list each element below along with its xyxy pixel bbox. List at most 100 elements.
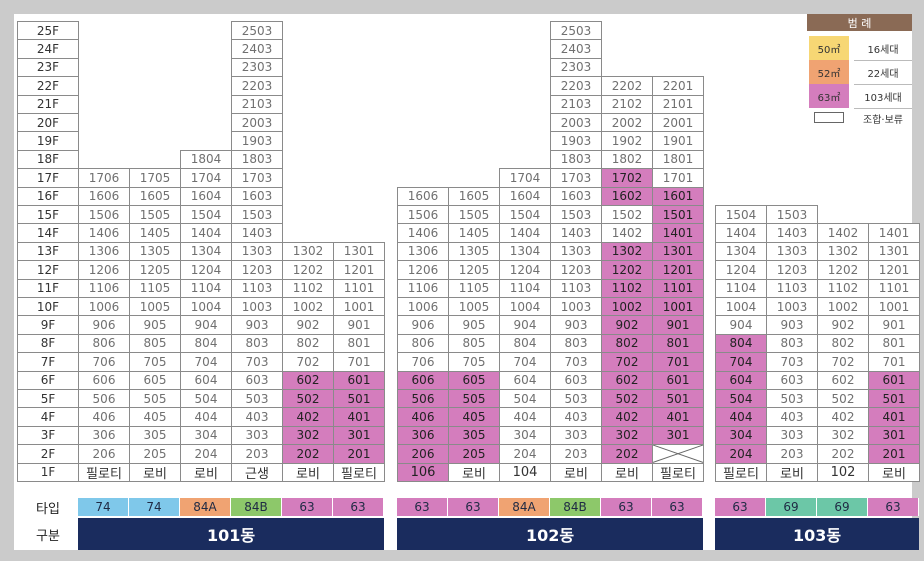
unit-cell: 304 (499, 425, 551, 446)
unit-cell: 205 (129, 444, 181, 464)
floor-label: 11F (17, 278, 79, 298)
unit-cell: 601 (333, 370, 385, 390)
unit-cell: 1602 (601, 186, 653, 206)
ground-cell: 102 (817, 462, 869, 482)
unit-cell: 1603 (550, 186, 602, 206)
unit-cell: 1306 (78, 241, 130, 262)
unit-cell: 2002 (601, 113, 653, 133)
unit-cell: 1901 (652, 131, 704, 151)
unit-cell: 1802 (601, 149, 653, 170)
unit-cell: 1401 (868, 223, 920, 243)
legend-swatch-50: 50㎡ (809, 36, 849, 60)
unit-cell: 304 (180, 425, 232, 446)
unit-cell: 1002 (601, 297, 653, 317)
unit-cell: 1206 (397, 260, 449, 280)
unit-cell: 1804 (180, 149, 232, 170)
unit-cell: 1304 (715, 241, 767, 262)
unit-cell: 901 (652, 315, 704, 335)
unit-cell: 704 (180, 352, 232, 372)
unit-cell: 802 (282, 333, 334, 354)
ground-cell: 로비 (601, 462, 653, 482)
floor-label: 16F (17, 186, 79, 206)
unit-cell: 1001 (868, 297, 920, 317)
unit-cell: 2102 (601, 94, 653, 114)
unit-cell: 1706 (78, 168, 130, 188)
unit-cell: 1305 (129, 241, 181, 262)
unit-cell: 1004 (180, 297, 232, 317)
unit-cell: 303 (550, 425, 602, 446)
unit-cell: 1603 (231, 186, 283, 206)
unit-cell: 804 (499, 333, 551, 354)
unit-cell: 403 (550, 407, 602, 427)
floor-label: 25F (17, 21, 79, 41)
unit-cell: 302 (601, 425, 653, 446)
unit-cell: 1401 (652, 223, 704, 243)
floor-label: 17F (17, 168, 79, 188)
floor-label: 5F (17, 389, 79, 409)
ground-cell: 근생 (231, 462, 283, 482)
floor-label: 23F (17, 57, 79, 78)
unit-cell: 2303 (550, 57, 602, 78)
floor-label: 21F (17, 94, 79, 114)
unit-cell: 1306 (397, 241, 449, 262)
unit-cell: 2303 (231, 57, 283, 78)
unit-cell: 902 (817, 315, 869, 335)
unit-cell: 706 (78, 352, 130, 372)
unit-cell: 605 (448, 370, 500, 390)
unit-cell: 202 (817, 444, 869, 464)
unit-cell: 1201 (333, 260, 385, 280)
unit-cell: 901 (868, 315, 920, 335)
type-cell: 69 (817, 498, 868, 516)
unit-cell: 406 (397, 407, 449, 427)
unit-cell: 1405 (448, 223, 500, 243)
unit-cell: 501 (868, 389, 920, 409)
legend-count-50: 16세대 (867, 44, 899, 56)
unit-cell: 702 (817, 352, 869, 372)
unit-cell: 906 (78, 315, 130, 335)
unit-cell: 1503 (231, 205, 283, 225)
unit-cell: 504 (499, 389, 551, 409)
unit-cell: 1506 (78, 205, 130, 225)
unit-cell: 1302 (817, 241, 869, 262)
unit-cell: 1606 (78, 186, 130, 206)
ground-cell: 필로티 (652, 462, 704, 482)
unit-cell: 701 (333, 352, 385, 372)
unit-cell: 1001 (333, 297, 385, 317)
unit-cell: 402 (282, 407, 334, 427)
unit-cell: 1203 (766, 260, 818, 280)
unit-cell: 1303 (766, 241, 818, 262)
unit-cell: 1801 (652, 149, 704, 170)
building-name: 101동 (78, 518, 384, 550)
unit-cell: 703 (766, 352, 818, 372)
unit-cell: 404 (499, 407, 551, 427)
unit-cell: 204 (715, 444, 767, 464)
building-name: 103동 (715, 518, 919, 550)
unit-cell: 302 (817, 425, 869, 446)
unit-cell: 1903 (550, 131, 602, 151)
unit-cell: 404 (715, 407, 767, 427)
unit-cell: 1103 (766, 278, 818, 298)
unit-cell: 404 (180, 407, 232, 427)
unit-cell: 702 (601, 352, 653, 372)
unit-cell: 1004 (715, 297, 767, 317)
unit-cell: 1703 (550, 168, 602, 188)
unit-cell: 504 (715, 389, 767, 409)
unit-cell: 1502 (601, 205, 653, 225)
unit-cell: 202 (282, 444, 334, 464)
union-cross-icon (653, 445, 703, 463)
unit-cell: 605 (129, 370, 181, 390)
type-cell: 74 (129, 498, 180, 516)
unit-cell: 805 (448, 333, 500, 354)
unit-cell: 1102 (601, 278, 653, 298)
unit-cell: 206 (397, 444, 449, 464)
unit-cell: 305 (448, 425, 500, 446)
unit-cell: 1503 (550, 205, 602, 225)
unit-cell: 1704 (499, 168, 551, 188)
unit-cell: 1202 (282, 260, 334, 280)
unit-cell: 801 (868, 333, 920, 354)
unit-cell: 302 (282, 425, 334, 446)
unit-cell: 903 (766, 315, 818, 335)
legend-count-63: 103세대 (864, 92, 902, 104)
unit-cell: 606 (78, 370, 130, 390)
unit-cell: 1005 (448, 297, 500, 317)
